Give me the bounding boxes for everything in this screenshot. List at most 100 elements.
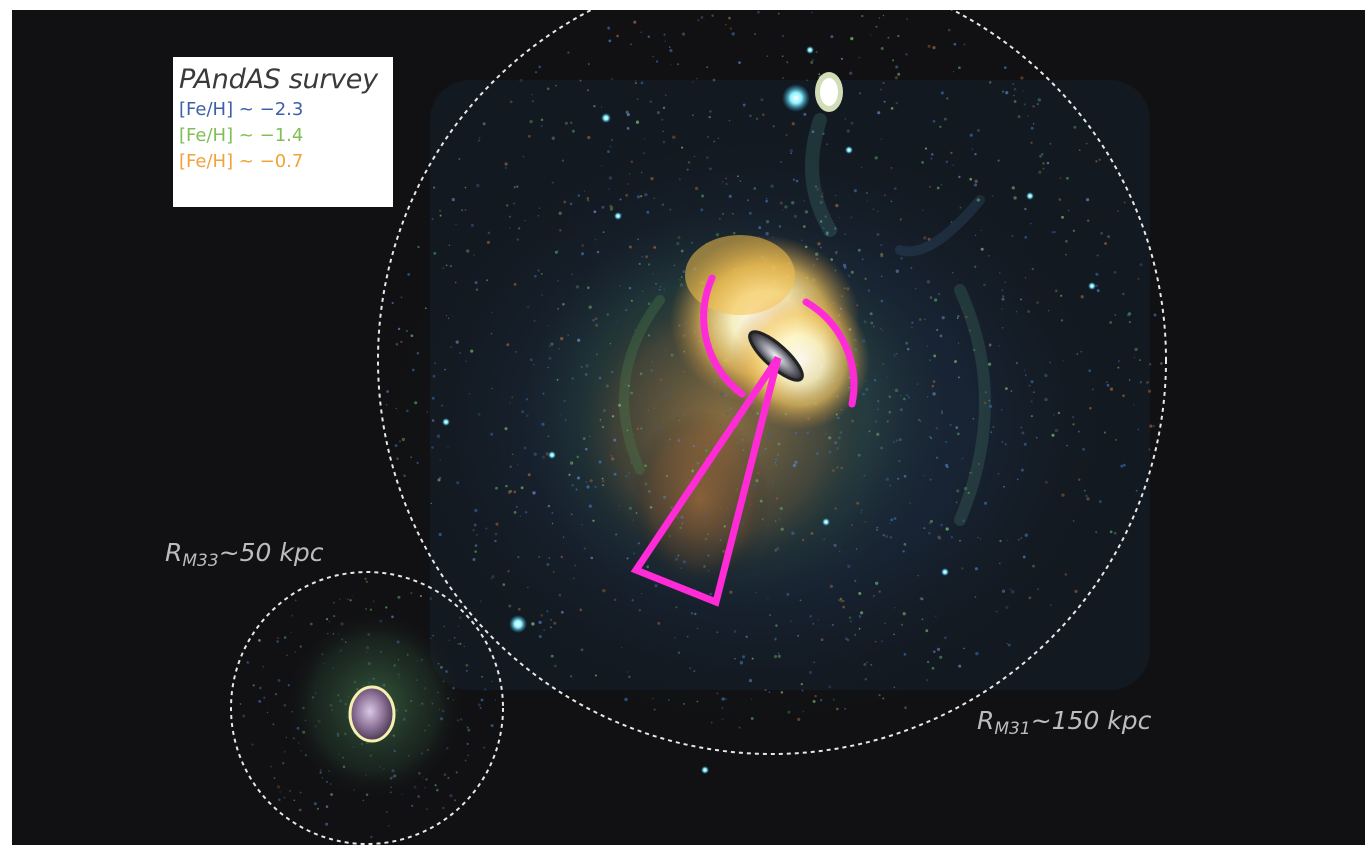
star — [494, 699, 497, 701]
star — [632, 519, 635, 521]
star — [779, 506, 783, 511]
star — [911, 321, 914, 324]
star — [799, 599, 802, 602]
star — [583, 190, 586, 192]
star — [668, 438, 671, 441]
star — [1046, 161, 1050, 165]
bright-star — [941, 568, 949, 576]
star — [791, 531, 795, 535]
star — [1137, 428, 1140, 431]
star — [631, 599, 634, 602]
star — [854, 579, 857, 583]
star — [975, 651, 979, 656]
star — [725, 177, 727, 180]
star — [504, 427, 508, 431]
star — [473, 523, 477, 527]
star — [531, 622, 535, 626]
star — [1024, 533, 1028, 537]
star — [886, 420, 889, 423]
star — [429, 597, 433, 601]
star — [533, 452, 537, 456]
legend-entry-metal-rich: [Fe/H] ~ −0.7 — [179, 151, 304, 172]
star — [972, 417, 975, 420]
star — [395, 343, 399, 346]
star — [875, 581, 879, 585]
star — [461, 209, 464, 212]
star — [836, 446, 840, 450]
star — [394, 444, 398, 448]
star — [606, 313, 609, 316]
inner-arc-right — [802, 298, 858, 408]
star — [758, 226, 762, 230]
star — [659, 286, 662, 288]
star — [851, 524, 853, 527]
star — [933, 354, 937, 358]
star — [594, 485, 597, 488]
star — [613, 472, 617, 476]
star — [1030, 141, 1033, 144]
star — [1128, 379, 1131, 381]
star — [400, 340, 403, 344]
star — [890, 107, 894, 110]
star — [874, 379, 877, 382]
star — [882, 363, 885, 365]
star — [797, 717, 801, 722]
star — [494, 532, 498, 536]
star — [483, 746, 486, 749]
bright-star — [1088, 282, 1096, 290]
star — [747, 199, 750, 202]
star — [895, 102, 898, 105]
star — [772, 482, 774, 485]
star — [527, 305, 530, 309]
star — [862, 392, 865, 396]
star — [665, 94, 667, 96]
star — [806, 431, 810, 435]
star — [609, 207, 613, 211]
star — [739, 180, 742, 182]
m33-disk — [348, 685, 396, 743]
star — [809, 615, 812, 618]
star — [820, 246, 822, 249]
star — [870, 321, 874, 325]
star — [992, 426, 995, 428]
star — [790, 620, 792, 622]
star — [703, 565, 706, 568]
star — [625, 193, 629, 197]
star — [507, 490, 511, 494]
star — [928, 521, 932, 525]
star — [325, 618, 329, 621]
star — [708, 167, 712, 171]
star — [474, 508, 478, 513]
star — [1007, 643, 1011, 647]
star — [1017, 115, 1021, 118]
star — [587, 135, 591, 140]
star — [476, 534, 478, 536]
star — [676, 241, 680, 246]
star — [691, 469, 695, 473]
star — [825, 432, 828, 435]
star — [838, 216, 841, 219]
star — [506, 204, 509, 207]
star — [680, 249, 684, 253]
star — [505, 484, 508, 488]
star — [524, 220, 526, 222]
star — [706, 66, 709, 68]
star — [482, 122, 486, 126]
star — [811, 11, 813, 14]
star — [1153, 313, 1157, 317]
star — [814, 694, 817, 698]
star — [595, 323, 599, 327]
star — [433, 252, 437, 255]
star — [558, 593, 562, 597]
star — [657, 621, 661, 625]
star — [635, 120, 640, 124]
star — [834, 441, 838, 445]
star — [932, 46, 936, 50]
star — [919, 420, 922, 423]
star — [893, 633, 895, 636]
star — [601, 477, 604, 480]
star — [869, 34, 872, 36]
star — [649, 506, 653, 509]
star — [258, 699, 262, 703]
